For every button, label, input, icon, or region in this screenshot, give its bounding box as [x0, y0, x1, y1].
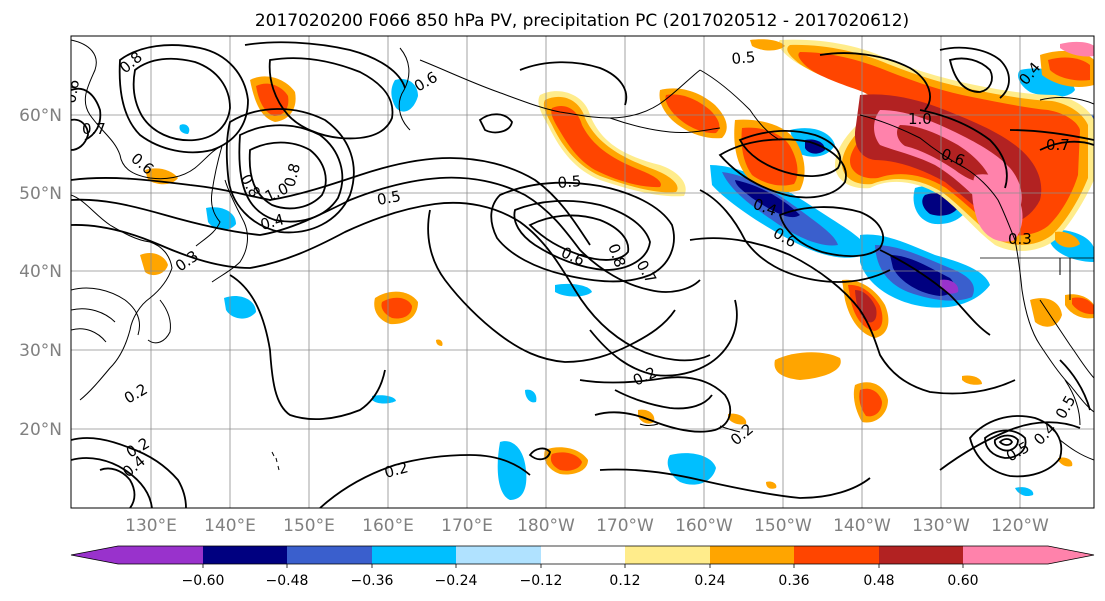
coastlines	[71, 39, 1094, 471]
pv-contours	[71, 41, 1094, 508]
colorbar-segment	[794, 546, 879, 564]
lat-label: 20°N	[19, 420, 62, 440]
colorbar-tick-label: −0.48	[266, 573, 309, 589]
lat-label: 40°N	[19, 262, 62, 282]
contour-label: 0.2	[382, 458, 410, 482]
lat-label: 60°N	[19, 106, 62, 126]
colorbar-segment	[372, 546, 456, 564]
contour-label: 0.5	[376, 187, 403, 209]
colorbar: −0.60 −0.48 −0.36 −0.24 −0.12 0.12 0.24 …	[70, 545, 1095, 589]
colorbar-segment	[541, 546, 625, 564]
lon-label: 160°E	[362, 516, 414, 536]
longitude-labels: 130°E 140°E 150°E 160°E 170°E 180°W 170°…	[125, 516, 1049, 536]
lon-label: 150°W	[754, 516, 812, 536]
lon-label: 180°W	[517, 516, 575, 536]
contour-label: 0.4	[258, 210, 286, 234]
lon-label: 120°W	[991, 516, 1049, 536]
colorbar-tick-label: 0.60	[947, 573, 978, 589]
contour-label: 0.8	[280, 161, 304, 189]
lon-label: 170°E	[441, 516, 493, 536]
contour-label: 0.5	[557, 172, 582, 192]
lon-label: 160°W	[675, 516, 733, 536]
lon-label: 150°E	[283, 516, 335, 536]
colorbar-segment	[287, 546, 372, 564]
lon-label: 140°W	[833, 516, 891, 536]
lon-label: 130°E	[125, 516, 177, 536]
colorbar-tick-label: 0.24	[694, 573, 725, 589]
contour-label: 0.7	[82, 120, 106, 138]
map-title: 2017020200 F066 850 hPa PV, precipitatio…	[255, 11, 909, 31]
contour-label: 1.0	[908, 110, 932, 128]
contour-label: 0.6	[61, 78, 83, 105]
colorbar-segment	[456, 546, 541, 564]
colorbar-tick-label: −0.36	[351, 573, 394, 589]
colorbar-tick-label: −0.60	[182, 573, 225, 589]
colorbar-segment	[118, 546, 203, 564]
lon-label: 140°E	[204, 516, 256, 536]
colorbar-segment	[963, 546, 1048, 564]
pv-contours-thin	[71, 96, 1094, 426]
colorbar-high-extension	[1048, 546, 1094, 564]
lon-label: 170°W	[596, 516, 654, 536]
colorbar-tick-label: 0.12	[609, 573, 640, 589]
lat-label: 50°N	[19, 184, 62, 204]
colorbar-segment	[203, 546, 287, 564]
contour-label: 0.3	[1008, 230, 1032, 248]
colorbar-low-extension	[71, 546, 118, 564]
contour-label: 0.5	[731, 48, 756, 68]
colorbar-tick-label: −0.24	[435, 573, 478, 589]
map-gridlines	[71, 36, 1094, 508]
lon-label: 130°W	[912, 516, 970, 536]
colorbar-segment	[710, 546, 794, 564]
colorbar-tick-label: −0.12	[520, 573, 563, 589]
contour-label: 0.7	[1046, 136, 1070, 154]
colorbar-segment	[879, 546, 963, 564]
map-panel: 0.8 0.6 0.7 0.6 0.6 0.5 1.0 0.8 0.8 0.4 …	[61, 36, 1094, 508]
colorbar-segment	[625, 546, 710, 564]
map-frame	[70, 35, 1095, 509]
latitude-labels: 60°N 50°N 40°N 30°N 20°N	[19, 106, 62, 440]
colorbar-tick-label: 0.48	[863, 573, 894, 589]
lat-label: 30°N	[19, 341, 62, 361]
colorbar-tick-label: 0.36	[778, 573, 809, 589]
